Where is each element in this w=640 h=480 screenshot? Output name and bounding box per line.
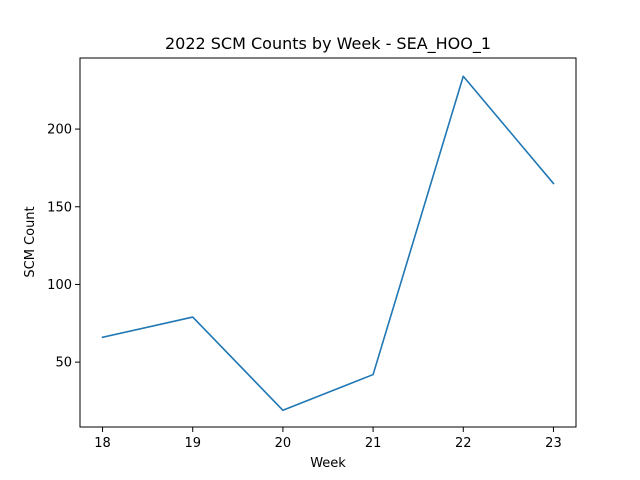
y-axis-label: SCM Count	[23, 206, 38, 277]
x-tick-label: 19	[184, 436, 201, 451]
y-axis-ticks: 50 100 150 200	[47, 123, 80, 371]
x-tick-label: 22	[455, 436, 472, 451]
plot-frame	[79, 57, 577, 428]
x-axis-label: Week	[310, 456, 346, 471]
x-tick-label: 23	[545, 436, 562, 451]
x-tick-label: 18	[94, 436, 111, 451]
x-tick-label: 20	[275, 436, 292, 451]
series-line	[101, 75, 555, 412]
x-tick-label: 21	[365, 436, 382, 451]
y-tick-label: 200	[47, 123, 72, 138]
y-tick-label: 50	[55, 356, 72, 371]
chart-title: 2022 SCM Counts by Week - SEA_HOO_1	[165, 34, 491, 54]
x-axis-ticks: 18 19 20 21 22 23	[94, 427, 562, 451]
y-tick-label: 100	[47, 278, 72, 293]
y-tick-label: 150	[47, 200, 72, 215]
series-layer	[101, 75, 555, 412]
